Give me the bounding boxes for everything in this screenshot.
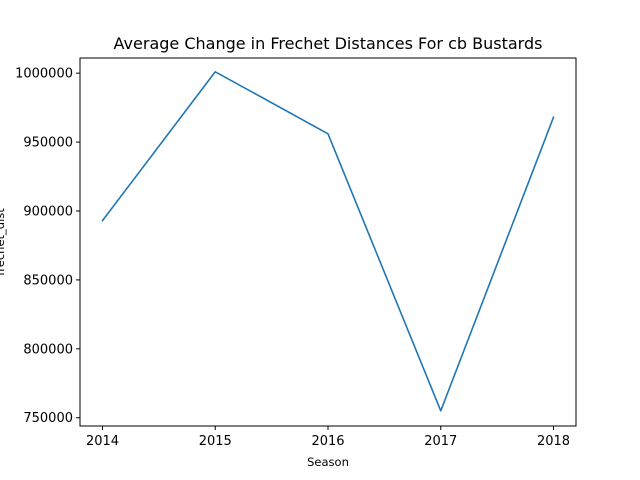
y-tick-label: 800000: [23, 342, 73, 357]
x-tick-label: 2017: [424, 434, 457, 449]
x-axis: 2014 2015 2016 2017 2018: [86, 426, 570, 449]
y-tick-label: 950000: [23, 136, 73, 151]
series-layer: [101, 70, 555, 412]
y-tick-label: 900000: [23, 204, 73, 219]
plot-area: [80, 58, 576, 426]
x-tick-label: 2016: [311, 434, 344, 449]
y-axis: 750000 800000 850000 900000 950000 1000000: [15, 67, 80, 426]
x-tick-label: 2014: [86, 434, 119, 449]
y-axis-label: frechet_dist: [0, 208, 7, 276]
x-axis-label: Season: [307, 455, 349, 469]
x-tick-label: 2015: [199, 434, 232, 449]
x-tick-label: 2018: [537, 434, 570, 449]
y-tick-label: 1000000: [15, 67, 73, 82]
plot-frame: [79, 57, 577, 427]
y-tick-label: 850000: [23, 273, 73, 288]
chart-title: Average Change in Frechet Distances For …: [114, 34, 543, 53]
series-line: [101, 70, 555, 412]
y-tick-label: 750000: [23, 411, 73, 426]
